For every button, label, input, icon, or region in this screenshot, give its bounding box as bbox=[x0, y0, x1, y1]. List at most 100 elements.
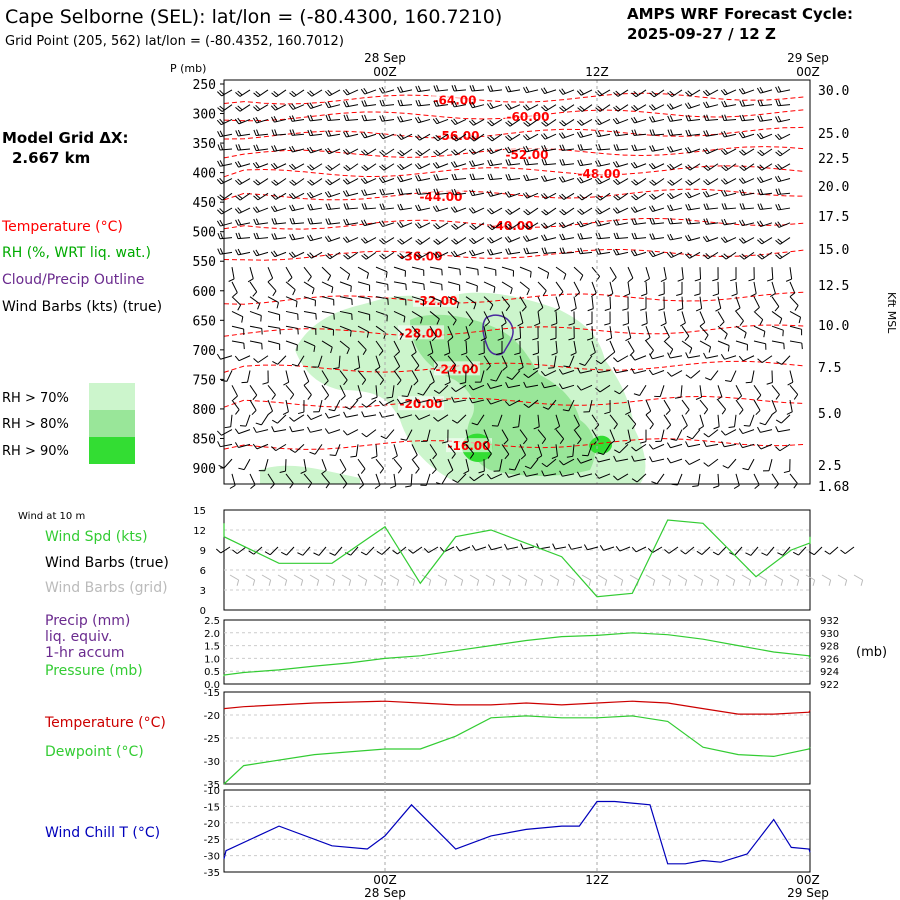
wind-barb bbox=[537, 296, 544, 308]
wind-barb-feather bbox=[397, 254, 403, 260]
wind-barb-feather bbox=[615, 161, 620, 167]
wind-barb-feather bbox=[505, 248, 509, 255]
wind-barb bbox=[249, 399, 257, 411]
wind-barb-feather bbox=[433, 389, 440, 394]
wind-barb-feather bbox=[234, 355, 240, 362]
wind-barb-feather bbox=[742, 114, 746, 121]
wind-barb-feather bbox=[493, 286, 496, 293]
y-tick-label: -30 bbox=[204, 852, 220, 863]
wind-barb-feather bbox=[486, 238, 492, 244]
wind-barb-feather bbox=[633, 206, 638, 212]
wind-barb-feather bbox=[651, 91, 657, 96]
wind-barb-feather bbox=[490, 173, 494, 180]
wind-barb bbox=[364, 207, 377, 210]
legend-cloud: Cloud/Precip Outline bbox=[2, 272, 145, 288]
wind-barb bbox=[257, 178, 269, 186]
wind-barb bbox=[544, 384, 557, 389]
wind-barb-feather bbox=[374, 366, 381, 371]
wind-barb bbox=[249, 281, 258, 293]
wind-barb-feather bbox=[590, 352, 596, 357]
wind-barb bbox=[294, 444, 305, 453]
wind-barb-feather bbox=[640, 441, 647, 444]
wind-barb-feather bbox=[594, 220, 599, 227]
wind-barb-feather bbox=[739, 255, 745, 260]
wind-barb-feather bbox=[323, 380, 329, 386]
isotherm-label-bg bbox=[446, 438, 492, 453]
wind-barb-feather bbox=[273, 116, 278, 122]
wind-barb bbox=[591, 340, 596, 353]
wind-barb bbox=[670, 443, 683, 449]
wind-barb-feather bbox=[292, 217, 296, 224]
wind-barb bbox=[357, 325, 369, 333]
wind-barb-feather bbox=[543, 105, 549, 110]
wind-barb bbox=[747, 458, 755, 470]
wind-barb bbox=[346, 414, 359, 418]
wind-barb bbox=[599, 207, 611, 215]
wind-barb-feather bbox=[507, 191, 512, 197]
wind-barb-feather bbox=[229, 485, 236, 489]
wind-barb-feather bbox=[630, 162, 636, 169]
wind-barb-feather bbox=[559, 234, 563, 240]
wind-barb bbox=[544, 89, 557, 95]
wind-barb bbox=[303, 370, 310, 382]
wind-barb bbox=[220, 148, 233, 151]
wind-barb bbox=[598, 370, 611, 374]
wind-barb bbox=[321, 370, 329, 382]
wind-barb-feather bbox=[436, 318, 440, 325]
wind-barb bbox=[627, 340, 635, 352]
wind-barb bbox=[591, 414, 600, 426]
wind-barb-feather bbox=[667, 234, 671, 241]
wind-barb bbox=[619, 444, 629, 454]
wind-barb-feather bbox=[607, 293, 614, 297]
wind-barb-feather bbox=[595, 195, 601, 201]
wind-barb-feather bbox=[468, 102, 473, 108]
wind-barb-feather bbox=[551, 322, 558, 326]
wind-barbs-grid-label: Wind Barbs (grid) bbox=[45, 580, 168, 596]
wind-barb bbox=[688, 148, 701, 154]
wind-barb bbox=[383, 163, 395, 171]
wind-barb bbox=[635, 178, 647, 186]
wind-barb-feather bbox=[273, 193, 279, 199]
wind-barb-feather bbox=[743, 424, 750, 427]
wind-barb-feather bbox=[517, 322, 524, 327]
wind-barb bbox=[573, 429, 582, 440]
wind-barb-feather bbox=[414, 365, 420, 371]
wind-barb-feather bbox=[667, 129, 671, 136]
wind-barb bbox=[429, 325, 437, 337]
wind-barb bbox=[293, 414, 305, 422]
wind-barb-feather bbox=[705, 130, 710, 137]
wind-barb-feather bbox=[291, 90, 297, 96]
p-tick-label: 900 bbox=[193, 462, 216, 477]
wind-chill-label: Wind Chill T (°C) bbox=[45, 825, 160, 841]
wind-barb-feather bbox=[568, 543, 572, 550]
wind-barb bbox=[789, 296, 799, 306]
wind-barb bbox=[730, 370, 737, 382]
height-axis-title: Kft MSL bbox=[885, 292, 898, 334]
wind-barb-feather bbox=[622, 308, 629, 311]
wind-barb bbox=[526, 148, 539, 153]
wind-barb-feather bbox=[705, 235, 710, 242]
wind-barb bbox=[743, 237, 755, 244]
wind-barb bbox=[821, 574, 831, 581]
wind-barb-feather bbox=[780, 579, 784, 586]
wind-barb-feather bbox=[695, 308, 702, 312]
wind-barb bbox=[753, 311, 764, 321]
wind-barb-feather bbox=[507, 85, 512, 92]
wind-barb-feather bbox=[237, 105, 243, 111]
cross-section-frame bbox=[223, 79, 811, 485]
wind-barb bbox=[545, 222, 557, 229]
wind-barb-feather bbox=[570, 352, 577, 356]
wind-barb-feather bbox=[741, 131, 746, 138]
wind-barb bbox=[472, 178, 485, 181]
wind-barb bbox=[321, 385, 330, 396]
wind-barb-feather bbox=[760, 203, 764, 210]
wind-barb bbox=[383, 148, 395, 157]
wind-barb-feather bbox=[605, 337, 612, 341]
wind-barb bbox=[436, 399, 449, 403]
wind-barb bbox=[365, 148, 377, 156]
wind-barb-feather bbox=[612, 118, 618, 125]
wind-barb-feather bbox=[381, 253, 387, 259]
wind-barb-feather bbox=[533, 426, 540, 430]
wind-barb-feather bbox=[529, 271, 532, 278]
wind-barb bbox=[813, 546, 823, 556]
